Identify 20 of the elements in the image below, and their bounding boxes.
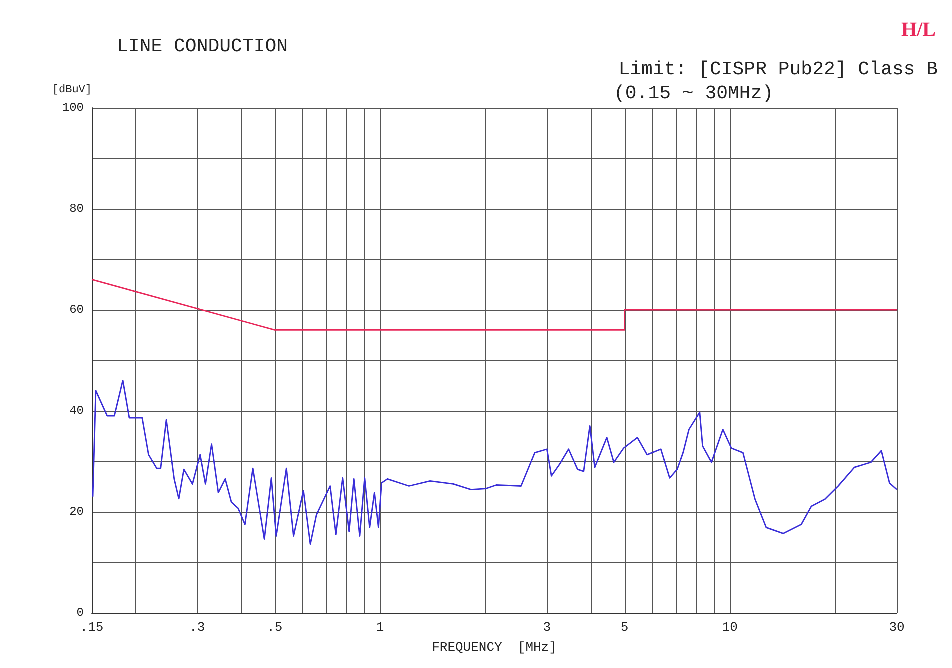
text: (0.15 ~ 30MHz) — [614, 82, 774, 104]
x-tick-label: 30 — [889, 620, 905, 635]
chart-subtitle: Limit: [CISPR Pub22] Class B — [618, 58, 938, 80]
y-tick-label: 60 — [70, 303, 84, 317]
x-tick-label: 5 — [620, 620, 629, 635]
chart-title: LINE CONDUCTION — [117, 36, 288, 58]
x-tick-label: 1 — [376, 620, 384, 635]
x-tick-label: 10 — [722, 620, 738, 635]
x-axis-title: FREQUENCY [MHz] — [432, 640, 557, 655]
x-tick-label: 3 — [543, 620, 552, 635]
y-tick-label: 0 — [76, 606, 84, 620]
text: H/L — [902, 19, 936, 41]
y-tick-label: 20 — [70, 505, 84, 519]
y-tick-label: 40 — [70, 404, 84, 418]
y-axis-title: [dBuV] — [52, 84, 92, 96]
x-tick-label: .3 — [190, 620, 206, 635]
y-tick-label: 100 — [62, 101, 84, 115]
y-tick-label: 80 — [70, 202, 84, 216]
x-tick-label: .5 — [267, 620, 283, 635]
x-tick-label: .15 — [80, 620, 104, 635]
